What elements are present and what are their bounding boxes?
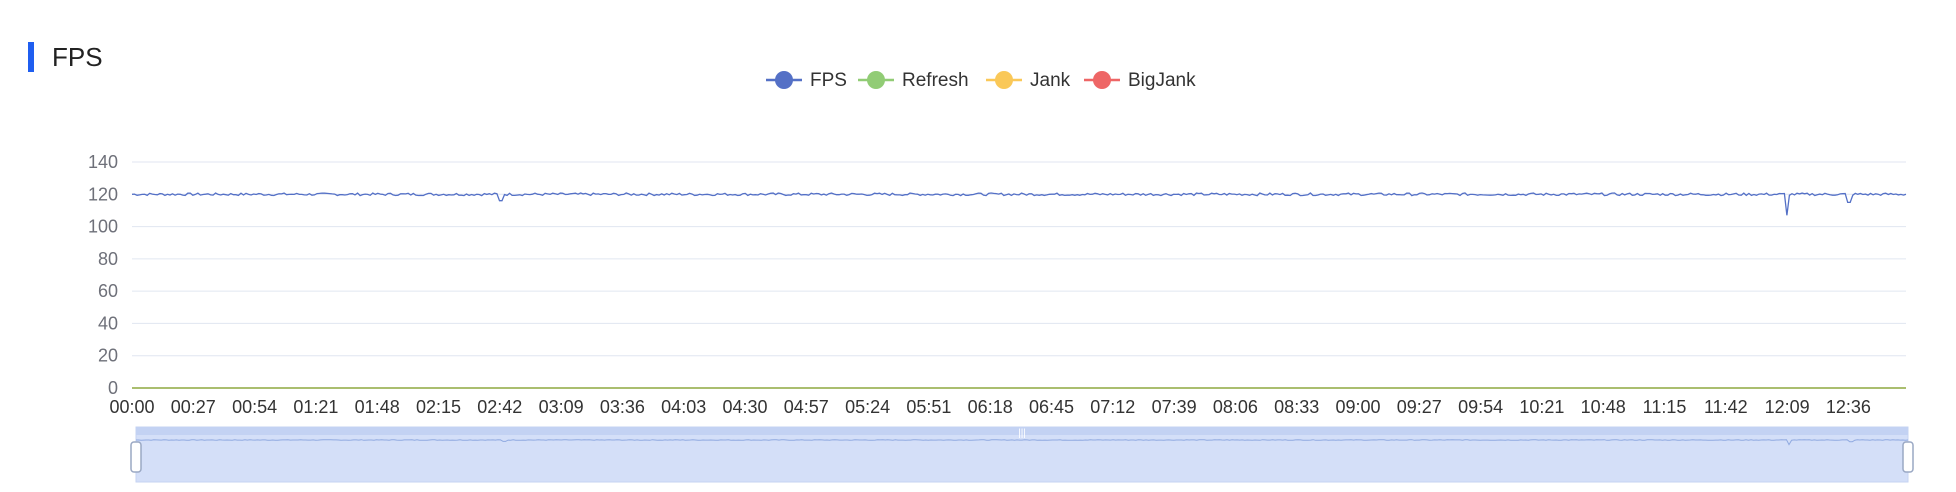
legend-circle-icon <box>867 71 885 89</box>
legend-label: BigJank <box>1128 70 1196 91</box>
x-tick-label: 05:24 <box>845 397 890 417</box>
x-tick-label: 04:30 <box>722 397 767 417</box>
y-tick-label: 0 <box>108 378 118 398</box>
legend-label: FPS <box>810 70 847 91</box>
y-tick-label: 140 <box>88 152 118 172</box>
y-tick-label: 100 <box>88 217 118 237</box>
y-axis-ticks: 0 20 40 60 80 100 120 140 <box>88 152 118 398</box>
y-tick-label: 120 <box>88 184 118 204</box>
x-tick-label: 03:36 <box>600 397 645 417</box>
x-tick-label: 10:21 <box>1519 397 1564 417</box>
legend-item-refresh[interactable]: Refresh <box>858 70 969 91</box>
x-tick-label: 01:21 <box>293 397 338 417</box>
datazoom-move-handle[interactable] <box>136 427 1908 435</box>
datazoom-right-handle[interactable] <box>1902 441 1914 473</box>
x-tick-label: 00:54 <box>232 397 277 417</box>
x-tick-label: 00:27 <box>171 397 216 417</box>
x-tick-label: 01:48 <box>355 397 400 417</box>
y-tick-label: 20 <box>98 346 118 366</box>
title-accent-bar <box>28 42 34 72</box>
x-tick-label: 03:09 <box>539 397 584 417</box>
grid-lines <box>132 161 1906 389</box>
x-tick-label: 09:27 <box>1397 397 1442 417</box>
x-tick-label: 11:15 <box>1643 397 1687 417</box>
legend-item-fps[interactable]: FPS <box>766 70 847 91</box>
legend-circle-icon <box>1093 71 1111 89</box>
x-tick-label: 08:06 <box>1213 397 1258 417</box>
legend-item-jank[interactable]: Jank <box>986 70 1071 91</box>
legend: FPS Refresh Jank BigJank <box>766 70 1196 91</box>
x-tick-label: 11:42 <box>1704 397 1748 417</box>
x-tick-label: 07:12 <box>1090 397 1135 417</box>
datazoom-left-handle[interactable] <box>130 441 142 473</box>
x-tick-label: 12:36 <box>1826 397 1871 417</box>
legend-item-bigjank[interactable]: BigJank <box>1084 70 1196 91</box>
x-tick-label: 09:54 <box>1458 397 1503 417</box>
x-tick-label: 06:18 <box>968 397 1013 417</box>
legend-circle-icon <box>775 71 793 89</box>
grip-icon: ||| <box>1018 428 1026 439</box>
x-axis-ticks: 00:00 00:27 00:54 01:21 01:48 02:15 02:42 03:09… <box>109 397 1870 417</box>
x-tick-label: 02:42 <box>477 397 522 417</box>
legend-label: Refresh <box>902 70 969 91</box>
x-tick-label: 05:51 <box>906 397 951 417</box>
x-tick-label: 02:15 <box>416 397 461 417</box>
legend-circle-icon <box>995 71 1013 89</box>
legend-label: Jank <box>1030 70 1071 91</box>
x-tick-label: 04:03 <box>661 397 706 417</box>
x-tick-label: 07:39 <box>1152 397 1197 417</box>
y-tick-label: 80 <box>98 249 118 269</box>
datazoom-preview-line <box>136 439 1909 446</box>
x-tick-label: 09:00 <box>1335 397 1380 417</box>
x-tick-label: 00:00 <box>109 397 154 417</box>
y-tick-label: 40 <box>98 313 118 333</box>
y-tick-label: 60 <box>98 281 118 301</box>
x-tick-label: 06:45 <box>1029 397 1074 417</box>
datazoom-slider[interactable]: ||| <box>130 426 1914 483</box>
x-tick-label: 12:09 <box>1765 397 1810 417</box>
series-lines <box>131 192 1907 389</box>
chart-title: FPS <box>52 42 103 72</box>
series-line-fps <box>131 192 1907 216</box>
x-tick-label: 10:48 <box>1581 397 1626 417</box>
x-tick-label: 04:57 <box>784 397 829 417</box>
x-tick-label: 08:33 <box>1274 397 1319 417</box>
